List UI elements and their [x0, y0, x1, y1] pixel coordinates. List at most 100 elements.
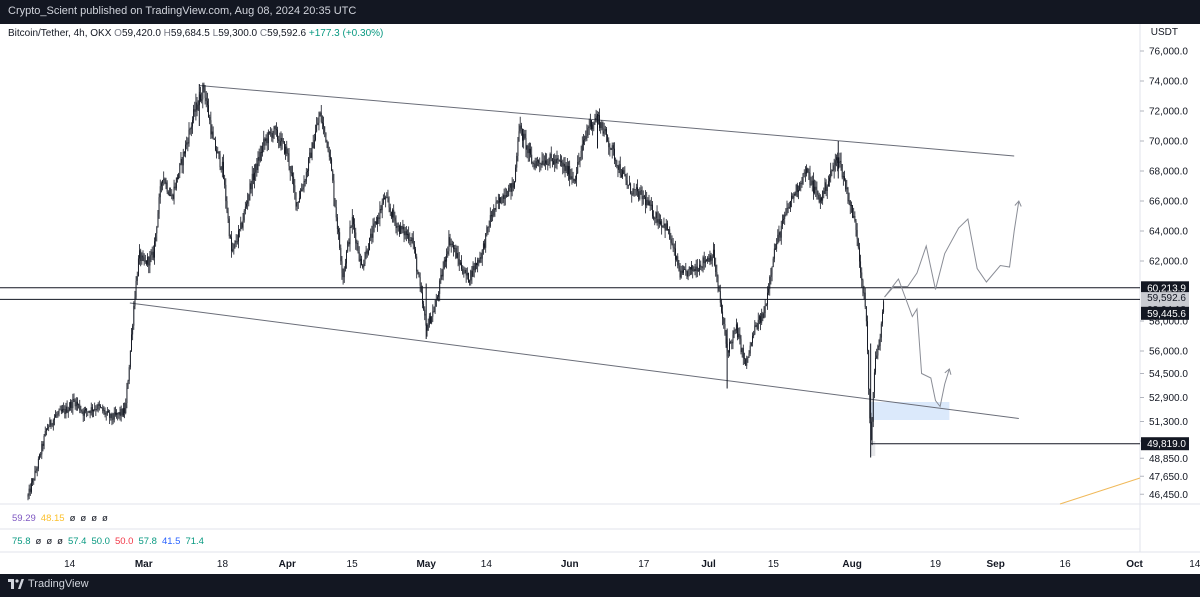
price-chart[interactable]: 76,000.0 74,000.0 72,000.0 70,000.0 68,000.0… — [0, 24, 1200, 574]
candle-body — [83, 410, 85, 416]
candle-body — [688, 267, 690, 270]
candle-body — [660, 221, 661, 225]
candle-body — [180, 158, 182, 164]
candle-body — [825, 182, 827, 191]
candle-body — [773, 248, 775, 259]
candle-body — [433, 311, 435, 313]
candle-body — [737, 324, 738, 338]
candle-body — [643, 195, 645, 197]
candle-body — [811, 180, 813, 185]
candle-body — [463, 273, 465, 275]
candle-body — [827, 181, 829, 187]
candle-body — [491, 215, 492, 217]
candle-body — [579, 157, 581, 162]
candle-body — [308, 158, 310, 171]
candle-body — [562, 162, 564, 167]
candle-body — [278, 139, 280, 141]
candle-body — [410, 239, 412, 241]
level-label-bg — [1141, 306, 1189, 320]
candle-body — [204, 88, 206, 98]
tradingview-icon — [8, 579, 24, 589]
candle-body — [832, 169, 834, 171]
candle-body — [292, 172, 293, 177]
candle-body — [576, 173, 577, 180]
candle-body — [428, 316, 430, 325]
candle-body — [280, 137, 282, 146]
symbol-legend[interactable]: Bitcoin/Tether, 4h, OKX O59,420.0 H59,68… — [8, 28, 383, 39]
candle-body — [489, 215, 491, 227]
candle-body — [263, 138, 265, 146]
candle-body — [502, 194, 504, 203]
candle-body — [617, 166, 619, 170]
candle-body — [205, 97, 207, 102]
candle-body — [650, 204, 652, 206]
candle-body — [123, 408, 124, 416]
candle-body — [657, 219, 659, 223]
candle-body — [694, 269, 696, 271]
candle-body — [74, 399, 76, 407]
candle-body — [844, 176, 845, 181]
candle-body — [561, 161, 563, 163]
currency-label[interactable]: USDT — [1150, 27, 1178, 38]
candle-body — [85, 408, 86, 411]
candle-body — [331, 159, 333, 171]
candle-body — [438, 293, 439, 297]
candle-body — [52, 419, 54, 426]
candle-body — [553, 161, 554, 165]
y-tick-label: 48,850.0 — [1149, 454, 1188, 465]
candle-body — [302, 187, 304, 190]
candle-body — [677, 256, 679, 266]
candle-body — [602, 128, 604, 134]
candle-body — [431, 316, 433, 324]
candle-body — [81, 410, 83, 412]
candle-body — [864, 292, 866, 307]
candle-body — [879, 337, 881, 347]
candle-body — [177, 177, 178, 180]
candle-body — [836, 157, 837, 161]
tradingview-logo[interactable]: TradingView — [8, 578, 89, 590]
candle-body — [413, 244, 415, 249]
candle-body — [729, 342, 730, 353]
candle-body — [661, 221, 663, 227]
candle-body — [587, 127, 589, 131]
candle-body — [758, 316, 760, 320]
candle-body — [59, 409, 61, 411]
candle-body — [326, 141, 328, 143]
candle-body — [190, 126, 192, 129]
candle-body — [462, 269, 464, 274]
candle-body — [724, 323, 726, 334]
candle-body — [488, 226, 490, 228]
candle-body — [799, 182, 801, 191]
candle-body — [486, 227, 488, 234]
candle-body — [439, 280, 441, 294]
y-tick-label: 56,000.0 — [1149, 347, 1188, 358]
y-tick-label: 66,000.0 — [1149, 197, 1188, 208]
candle-body — [589, 120, 591, 127]
candle-body — [507, 196, 508, 197]
candle-body — [44, 430, 46, 436]
candle-body — [609, 147, 611, 149]
candle-body — [173, 186, 175, 199]
candle-body — [251, 173, 253, 190]
candle-body — [164, 178, 166, 184]
candle-body — [249, 183, 251, 195]
candle-body — [577, 161, 579, 174]
candle-body — [573, 178, 575, 182]
candle-body — [135, 280, 137, 297]
candle-body — [187, 142, 189, 144]
candle-body — [785, 213, 787, 215]
candle-body — [255, 163, 257, 173]
candle-body — [468, 273, 469, 283]
candle-body — [430, 316, 431, 324]
projections — [884, 200, 1022, 408]
candle-body — [194, 109, 196, 112]
candle-body — [847, 187, 849, 202]
candle-body — [349, 226, 351, 245]
candle-body — [880, 323, 882, 338]
chart-pane[interactable]: 76,000.0 74,000.0 72,000.0 70,000.0 68,000.0… — [0, 24, 1200, 574]
candle-body — [742, 348, 744, 359]
candle-body — [479, 257, 481, 263]
candle-body — [80, 410, 82, 412]
candle-body — [319, 112, 321, 117]
y-tick-label: 64,000.0 — [1149, 227, 1188, 238]
